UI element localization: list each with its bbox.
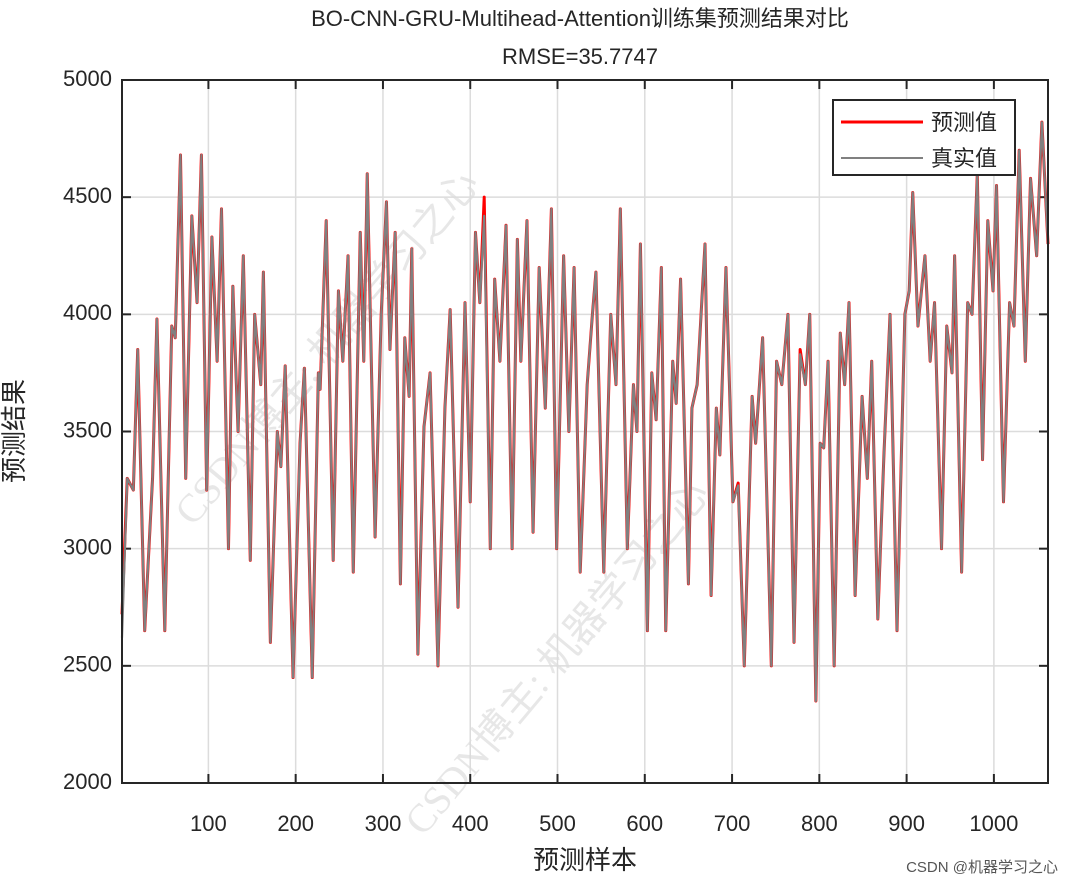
y-tick-label: 4500 — [63, 183, 112, 208]
y-tick-label: 4000 — [63, 300, 112, 325]
x-tick-label: 300 — [365, 811, 402, 836]
x-tick-label: 200 — [277, 811, 314, 836]
y-tick-label: 2500 — [63, 652, 112, 677]
x-tick-label: 400 — [452, 811, 489, 836]
legend-label: 真实值 — [931, 146, 997, 171]
footer: CSDN @机器学习之心 — [906, 859, 1058, 876]
y-tick-label: 2000 — [63, 769, 112, 794]
x-tick-label: 800 — [801, 811, 838, 836]
legend-label: 预测值 — [931, 110, 997, 135]
x-tick-label: 500 — [539, 811, 576, 836]
x-tick-label: 1000 — [969, 811, 1018, 836]
x-tick-label: 700 — [714, 811, 751, 836]
x-tick-label: 100 — [190, 811, 227, 836]
series-line — [120, 121, 1050, 703]
x-tick-label: 900 — [888, 811, 925, 836]
y-tick-label: 3000 — [63, 534, 112, 559]
legend-box — [832, 99, 1016, 176]
chart-title: BO-CNN-GRU-Multihead-Attention训练集预测结果对比 — [311, 6, 849, 31]
chart-subtitle: RMSE=35.7747 — [502, 44, 658, 69]
x-tick-label: 600 — [626, 811, 663, 836]
y-axis-label: 预测结果 — [0, 379, 29, 483]
x-axis-label: 预测样本 — [533, 845, 637, 875]
y-tick-label: 3500 — [63, 417, 112, 442]
plot-frame — [121, 79, 1049, 784]
y-tick-label: 5000 — [63, 66, 112, 91]
